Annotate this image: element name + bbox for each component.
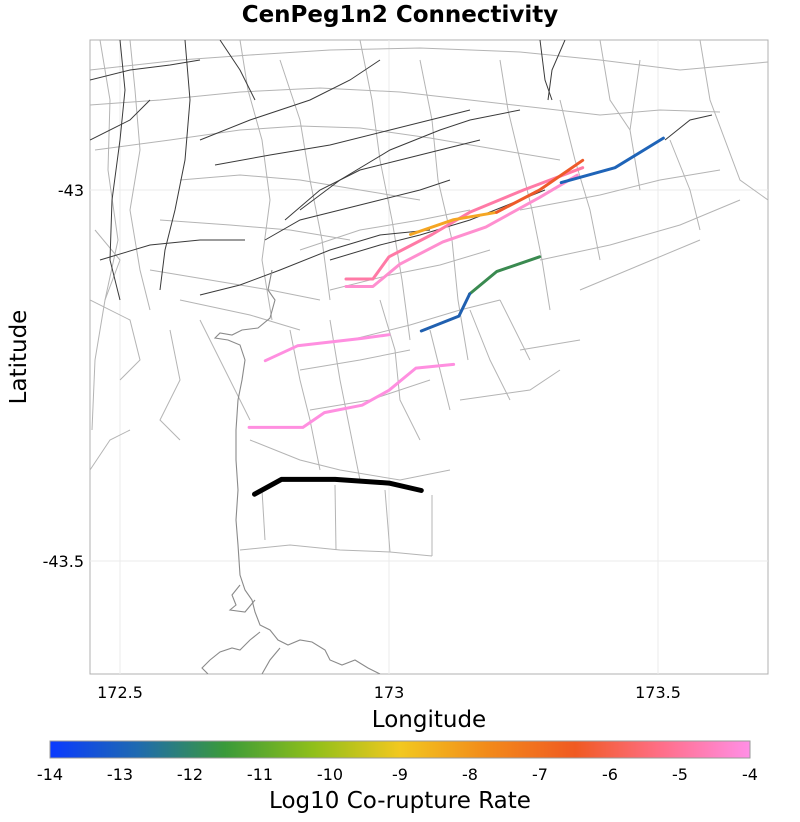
plot-panel bbox=[89, 39, 769, 675]
x-axis-label: Longitude bbox=[372, 707, 486, 733]
rupture-lines bbox=[247, 136, 665, 497]
colorbar-tick--9: -9 bbox=[392, 765, 408, 784]
rupture-pink-mid bbox=[263, 333, 391, 363]
x-tick-172.5: 172.5 bbox=[97, 683, 143, 702]
colorbar bbox=[49, 740, 751, 759]
rupture-red-orange bbox=[495, 158, 585, 214]
rupture-CenPeg1n2 bbox=[252, 476, 424, 497]
rupture-rose-upper-2 bbox=[344, 173, 579, 288]
colorbar-tick--5: -5 bbox=[672, 765, 688, 784]
rupture-rose-upper bbox=[344, 166, 585, 281]
colorbar-tick--13: -13 bbox=[107, 765, 133, 784]
x-tick-173.5: 173.5 bbox=[635, 683, 681, 702]
colorbar-tick--14: -14 bbox=[37, 765, 63, 784]
rupture-pink-lower bbox=[247, 362, 456, 429]
colorbar-tick--4: -4 bbox=[742, 765, 758, 784]
colorbar-label: Log10 Co-rupture Rate bbox=[269, 788, 531, 814]
rupture-green bbox=[468, 255, 542, 296]
y-tick--43.5: -43.5 bbox=[43, 552, 84, 571]
rupture-blue-upper bbox=[559, 136, 665, 185]
colorbar-tick--12: -12 bbox=[177, 765, 203, 784]
fault-network-grey bbox=[90, 40, 768, 557]
rupture-blue-lower bbox=[419, 292, 472, 333]
x-axis-ticks: 172.5 173 173.5 bbox=[97, 683, 681, 702]
colorbar-tick--7: -7 bbox=[532, 765, 548, 784]
coastline bbox=[201, 269, 381, 674]
y-tick--43: -43 bbox=[58, 181, 84, 200]
x-tick-173: 173 bbox=[374, 683, 405, 702]
grid bbox=[90, 40, 768, 674]
chart-title: CenPeg1n2 Connectivity bbox=[242, 2, 559, 28]
colorbar-tick--11: -11 bbox=[247, 765, 273, 784]
y-axis-label: Latitude bbox=[6, 310, 32, 405]
y-axis-ticks: -43 -43.5 bbox=[43, 181, 84, 571]
rupture-orange bbox=[409, 210, 499, 236]
fault-network-dark bbox=[90, 40, 713, 301]
colorbar-tick--10: -10 bbox=[317, 765, 343, 784]
colorbar-tick--8: -8 bbox=[462, 765, 478, 784]
colorbar-ticks: -14 -13 -12 -11 -10 -9 -8 -7 -6 -5 -4 bbox=[37, 765, 758, 784]
colorbar-tick--6: -6 bbox=[602, 765, 618, 784]
